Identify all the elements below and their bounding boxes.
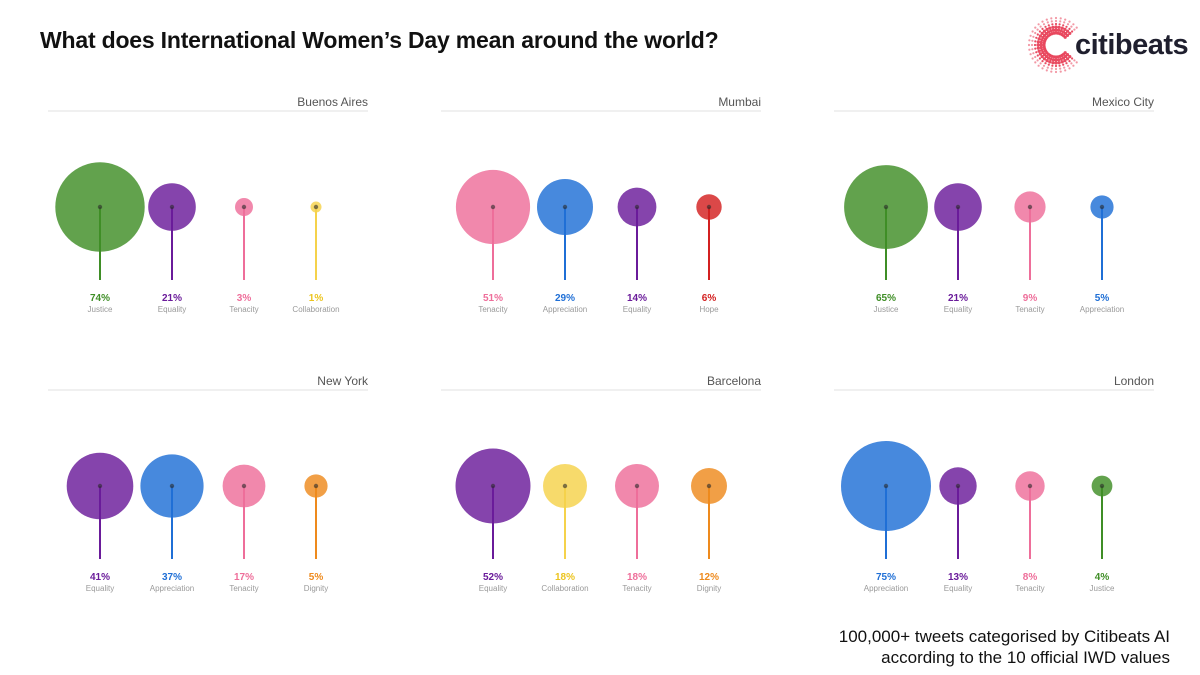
percent-label: 52% <box>483 572 503 583</box>
bubble-center-dot <box>634 204 640 210</box>
bubble-center-dot <box>490 204 496 210</box>
bubble-center-dot <box>955 483 961 489</box>
chart-panel-barcelona: Barcelona52%Equality18%Collaboration18%T… <box>441 374 761 593</box>
city-title: Mumbai <box>718 95 761 109</box>
percent-label: 29% <box>555 293 575 304</box>
bubble-center-dot <box>562 483 568 489</box>
category-label: Tenacity <box>1015 584 1044 593</box>
category-label: Equality <box>944 584 972 593</box>
chart-panel-mumbai: Mumbai 51%Tenacity 29%Appreciation 14%Equal… <box>441 95 761 314</box>
category-label: Appreciation <box>150 584 194 593</box>
percent-label: 17% <box>234 572 254 583</box>
page-title: What does International Women’s Day mean… <box>40 27 719 53</box>
percent-label: 14% <box>627 293 647 304</box>
chart-panel-london: London 75%Appreciation 13%Equality 8%Tenaci… <box>834 374 1154 593</box>
bubble-center-dot <box>955 204 961 210</box>
percent-label: 18% <box>627 572 647 583</box>
category-label: Tenacity <box>229 584 258 593</box>
category-label: Collaboration <box>292 305 339 314</box>
category-label: Equality <box>158 305 186 314</box>
bubble-center-dot <box>313 204 319 210</box>
logo-text: citibeats <box>1075 29 1189 61</box>
chart-panel-buenos-aires: Buenos Aires 74%Justice 21%Equality 3%Tenac… <box>48 95 368 314</box>
percent-label: 5% <box>1095 293 1110 304</box>
bubble-center-dot <box>883 204 889 210</box>
bubble-center-dot <box>706 483 712 489</box>
percent-label: 3% <box>237 293 252 304</box>
bubble-center-dot <box>1099 483 1105 489</box>
bubble-center-dot <box>97 483 103 489</box>
bubble-center-dot <box>169 483 175 489</box>
percent-label: 13% <box>948 572 968 583</box>
category-label: Justice <box>874 305 899 314</box>
percent-label: 4% <box>1095 572 1110 583</box>
bubble-center-dot <box>169 204 175 210</box>
city-title: Mexico City <box>1092 95 1154 109</box>
city-title: Barcelona <box>707 374 761 388</box>
percent-label: 75% <box>876 572 896 583</box>
bubble-center-dot <box>490 483 496 489</box>
category-label: Equality <box>479 584 507 593</box>
percent-label: 8% <box>1023 572 1038 583</box>
category-label: Equality <box>86 584 114 593</box>
percent-label: 21% <box>948 293 968 304</box>
bubble-center-dot <box>883 483 889 489</box>
city-title: Buenos Aires <box>297 95 368 109</box>
category-label: Appreciation <box>1080 305 1124 314</box>
citibeats-logo-icon <box>1028 16 1078 74</box>
bubble-center-dot <box>241 483 247 489</box>
category-label: Tenacity <box>478 305 507 314</box>
bubble-center-dot <box>562 204 568 210</box>
bubble-center-dot <box>634 483 640 489</box>
percent-label: 6% <box>702 293 717 304</box>
footnote-line-1: 100,000+ tweets categorised by Citibeats… <box>838 627 1170 646</box>
percent-label: 65% <box>876 293 896 304</box>
city-title: London <box>1114 374 1154 388</box>
footnote: 100,000+ tweets categorised by Citibeats… <box>839 626 1170 668</box>
category-label: Tenacity <box>622 584 651 593</box>
category-label: Dignity <box>304 584 328 593</box>
bubble-center-dot <box>313 483 319 489</box>
bubble-center-dot <box>1027 204 1033 210</box>
bubble-center-dot <box>241 204 247 210</box>
category-label: Equality <box>944 305 972 314</box>
category-label: Justice <box>1090 584 1115 593</box>
category-label: Appreciation <box>543 305 587 314</box>
percent-label: 74% <box>90 293 110 304</box>
city-title: New York <box>317 374 369 388</box>
bubble-center-dot <box>1027 483 1033 489</box>
percent-label: 21% <box>162 293 182 304</box>
percent-label: 5% <box>309 572 324 583</box>
footnote-line-2: according to the 10 official IWD values <box>881 648 1170 667</box>
chart-panel-mexico-city: Mexico City 65%Justice 21%Equality 9%Tenaci… <box>834 95 1154 314</box>
percent-label: 51% <box>483 293 503 304</box>
category-label: Tenacity <box>229 305 258 314</box>
percent-label: 18% <box>555 572 575 583</box>
percent-label: 37% <box>162 572 182 583</box>
category-label: Equality <box>623 305 651 314</box>
percent-label: 41% <box>90 572 110 583</box>
percent-label: 9% <box>1023 293 1038 304</box>
category-label: Justice <box>88 305 113 314</box>
category-label: Appreciation <box>864 584 908 593</box>
percent-label: 1% <box>309 293 324 304</box>
bubble-center-dot <box>1099 204 1105 210</box>
category-label: Dignity <box>697 584 721 593</box>
chart-panel-new-york: New York 41%Equality 37%Appreciation 17%Ten… <box>48 374 369 593</box>
percent-label: 12% <box>699 572 719 583</box>
category-label: Collaboration <box>541 584 588 593</box>
category-label: Hope <box>699 305 719 314</box>
bubble-center-dot <box>97 204 103 210</box>
bubble-center-dot <box>706 204 712 210</box>
category-label: Tenacity <box>1015 305 1044 314</box>
